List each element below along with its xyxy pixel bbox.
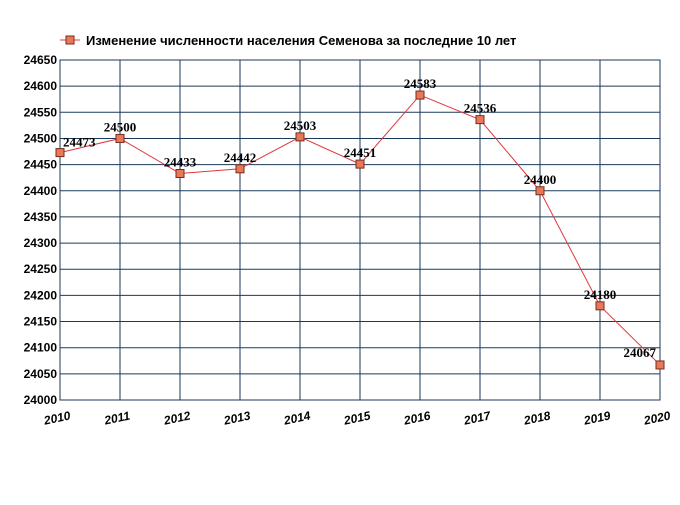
y-tick-label: 24600 [24, 79, 58, 93]
y-tick-label: 24450 [24, 158, 58, 172]
x-tick-label: 2019 [582, 408, 612, 428]
y-tick-label: 24100 [24, 341, 58, 355]
y-tick-label: 24250 [24, 262, 58, 276]
data-points [55, 90, 665, 370]
data-label: 24180 [584, 287, 617, 302]
data-label: 24500 [104, 119, 137, 134]
x-tick-label: 2016 [402, 408, 432, 428]
y-tick-label: 24200 [24, 288, 58, 302]
y-tick-label: 24300 [24, 236, 58, 250]
x-tick-label: 2014 [282, 408, 312, 428]
x-tick-label: 2015 [342, 408, 372, 428]
data-point [115, 133, 125, 143]
y-axis: 24000 24050 24100 24150 24200 24250 24300 24350… [24, 53, 58, 407]
y-tick-label: 24350 [24, 210, 58, 224]
y-tick-label: 24000 [24, 393, 58, 407]
data-point [355, 159, 365, 169]
grid [59, 59, 661, 401]
x-tick-label: 2020 [642, 408, 672, 428]
x-tick-label: 2013 [222, 408, 252, 428]
data-point [295, 132, 305, 142]
data-label: 24503 [284, 118, 317, 133]
data-labels: 24473 24500 24433 24442 24503 24451 24583 24536… [63, 76, 657, 360]
data-label: 24400 [524, 172, 557, 187]
data-point [475, 115, 485, 125]
legend-marker [65, 35, 75, 45]
data-label: 24451 [344, 145, 377, 160]
y-tick-label: 24050 [24, 367, 58, 381]
data-point [595, 301, 605, 311]
data-label: 24473 [63, 135, 96, 150]
y-tick-label: 24400 [24, 184, 58, 198]
data-label: 24067 [624, 345, 657, 360]
x-tick-label: 2010 [42, 408, 72, 428]
data-label: 24536 [464, 101, 497, 116]
x-tick-label: 2012 [162, 408, 192, 428]
y-tick-label: 24150 [24, 315, 58, 329]
y-tick-label: 24500 [24, 131, 58, 145]
data-point [175, 169, 185, 179]
plot-border [59, 59, 661, 401]
data-label: 24442 [224, 150, 257, 165]
data-label: 24433 [164, 155, 197, 170]
data-point [535, 186, 545, 196]
data-point [415, 90, 425, 100]
x-tick-label: 2017 [462, 408, 493, 428]
data-point [55, 148, 65, 158]
data-point [655, 360, 665, 370]
y-tick-label: 24650 [24, 53, 58, 67]
y-tick-label: 24550 [24, 105, 58, 119]
x-tick-label: 2011 [102, 408, 131, 427]
data-point [235, 164, 245, 174]
legend-label: Изменение численности населения Семенова… [86, 33, 516, 48]
x-tick-label: 2018 [522, 408, 552, 428]
legend: Изменение численности населения Семенова… [60, 33, 516, 48]
x-axis: 2010 2011 2012 2013 2014 2015 2016 2017 2018 2019… [42, 408, 672, 428]
data-label: 24583 [404, 76, 437, 91]
